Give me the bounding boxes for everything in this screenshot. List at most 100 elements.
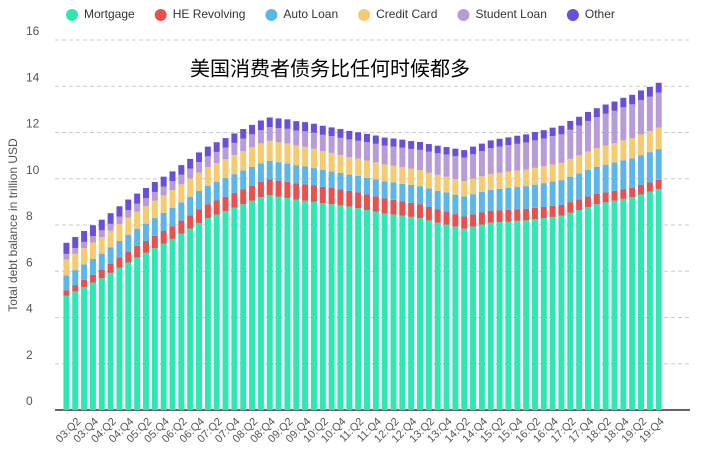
bar-segment bbox=[505, 171, 512, 188]
bar-segment bbox=[257, 120, 264, 131]
bar-segment bbox=[558, 215, 565, 410]
bar-segment bbox=[487, 189, 494, 211]
bar-segment bbox=[275, 142, 282, 163]
bar-segment bbox=[196, 152, 203, 163]
bar-segment bbox=[390, 146, 397, 166]
y-tick-label: 2 bbox=[26, 348, 33, 362]
bar-segment bbox=[417, 186, 424, 205]
bar-segment bbox=[576, 116, 583, 126]
bar-segment bbox=[408, 202, 415, 217]
bar-segment bbox=[417, 218, 424, 410]
bar-segment bbox=[629, 197, 636, 410]
bar-segment bbox=[116, 267, 123, 410]
legend-label: Student Loan bbox=[475, 7, 546, 21]
bar-segment bbox=[337, 129, 344, 138]
bar-segment bbox=[531, 184, 538, 208]
bar-segment bbox=[505, 137, 512, 146]
bar-segment bbox=[266, 140, 273, 161]
bar-segment bbox=[169, 171, 176, 182]
bar-segment bbox=[204, 204, 211, 219]
bar-segment bbox=[523, 169, 530, 187]
legend-marker bbox=[457, 9, 470, 21]
bar-segment bbox=[240, 151, 247, 171]
bar-segment bbox=[89, 258, 96, 275]
bar-segment bbox=[151, 200, 158, 219]
bar-segment bbox=[549, 205, 556, 217]
bar-segment bbox=[417, 169, 424, 187]
bar-segment bbox=[257, 181, 264, 198]
legend-label: Mortgage bbox=[84, 7, 135, 21]
bar-segment bbox=[540, 130, 547, 139]
bar-segment bbox=[629, 158, 636, 188]
legend-marker bbox=[66, 9, 78, 21]
bar-segment bbox=[443, 154, 450, 177]
bar-segment bbox=[240, 138, 247, 151]
bar-segment bbox=[363, 194, 370, 210]
bar-segment bbox=[461, 150, 468, 158]
bar-segment bbox=[434, 190, 441, 210]
bar-segment bbox=[293, 199, 300, 410]
bar-segment bbox=[390, 138, 397, 147]
bar-segment bbox=[584, 206, 591, 410]
bar-segment bbox=[249, 124, 256, 135]
bar-segment bbox=[134, 245, 141, 258]
bar-segment bbox=[567, 120, 574, 130]
bar-segment bbox=[443, 176, 450, 193]
bar-segment bbox=[204, 218, 211, 410]
bar-segment bbox=[72, 285, 79, 292]
bar-segment bbox=[452, 214, 459, 227]
bar-segment bbox=[160, 186, 167, 196]
legend-marker bbox=[154, 9, 167, 21]
bar-segment bbox=[531, 207, 538, 220]
bar-segment bbox=[328, 171, 335, 188]
bar-segment bbox=[89, 282, 96, 410]
bar-segment bbox=[293, 145, 300, 166]
bar-segment bbox=[275, 128, 282, 143]
bar-segment bbox=[470, 154, 477, 179]
bar-segment bbox=[337, 172, 344, 190]
bar-segment bbox=[125, 217, 132, 235]
y-tick-label: 6 bbox=[26, 255, 33, 269]
bar-segment bbox=[576, 199, 583, 210]
bar-segment bbox=[151, 191, 158, 201]
bar-segment bbox=[425, 188, 432, 207]
bar-segment bbox=[514, 187, 521, 210]
bar-segment bbox=[284, 119, 291, 129]
bar-segment bbox=[187, 168, 194, 179]
bar-segment bbox=[89, 274, 96, 283]
bar-segment bbox=[576, 209, 583, 410]
bar-segment bbox=[443, 224, 450, 410]
bar-segment bbox=[257, 130, 264, 144]
bar-segment bbox=[213, 214, 220, 410]
bar-segment bbox=[646, 152, 653, 183]
bar-segment bbox=[531, 167, 538, 185]
bar-segment bbox=[381, 213, 388, 410]
bar-segment bbox=[116, 257, 123, 268]
bar-segment bbox=[363, 177, 370, 195]
bar-segment bbox=[381, 198, 388, 214]
bar-segment bbox=[593, 108, 600, 118]
bar-segment bbox=[390, 214, 397, 410]
bar-segment bbox=[134, 193, 141, 204]
bar-segment bbox=[638, 184, 645, 195]
bar-segment bbox=[523, 142, 530, 170]
bar-segment bbox=[434, 209, 441, 223]
bar-segment bbox=[611, 101, 618, 111]
bar-segment bbox=[134, 257, 141, 410]
bar-segment bbox=[646, 191, 653, 410]
bar-segment bbox=[372, 196, 379, 212]
bar-segment bbox=[470, 194, 477, 215]
bar-segment bbox=[302, 184, 309, 201]
bar-segment bbox=[231, 142, 238, 155]
y-tick-label: 10 bbox=[26, 163, 40, 177]
bar-segment bbox=[107, 272, 114, 410]
bar-segment bbox=[187, 228, 194, 410]
bar-segment bbox=[151, 235, 158, 249]
bar-segment bbox=[558, 125, 565, 135]
bar-segment bbox=[249, 200, 256, 410]
bar-segment bbox=[638, 90, 645, 101]
bar-segment bbox=[284, 181, 291, 198]
bar-segment bbox=[107, 263, 114, 273]
bar-segment bbox=[355, 175, 362, 193]
bar-segment bbox=[142, 252, 149, 410]
